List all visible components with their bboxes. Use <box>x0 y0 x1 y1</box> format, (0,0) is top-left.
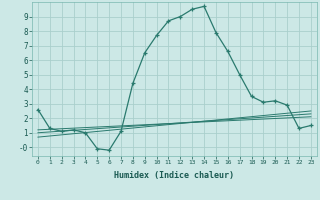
X-axis label: Humidex (Indice chaleur): Humidex (Indice chaleur) <box>115 171 234 180</box>
